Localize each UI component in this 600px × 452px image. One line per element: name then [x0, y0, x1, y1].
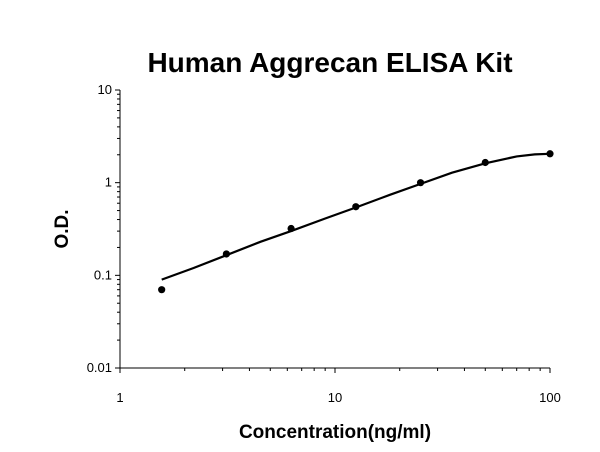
plot-area: [158, 150, 554, 294]
chart-title: Human Aggrecan ELISA Kit: [147, 47, 512, 78]
y-axis-label: O.D.: [52, 209, 73, 248]
y-tick-label: 0.01: [87, 360, 112, 375]
x-tick-label: 10: [328, 390, 342, 405]
axes: 0.01 0.1 1 10 1 10 100: [87, 82, 561, 405]
x-tick-label: 100: [539, 390, 561, 405]
data-point: [158, 286, 166, 294]
x-tick-label: 1: [116, 390, 123, 405]
data-point: [546, 150, 554, 158]
y-tick-label: 10: [98, 82, 112, 97]
y-tick-label: 1: [105, 175, 112, 190]
x-axis-label: Concentration(ng/ml): [239, 422, 431, 443]
fitted-curve-line: [161, 152, 551, 281]
y-tick-label: 0.1: [94, 267, 112, 282]
